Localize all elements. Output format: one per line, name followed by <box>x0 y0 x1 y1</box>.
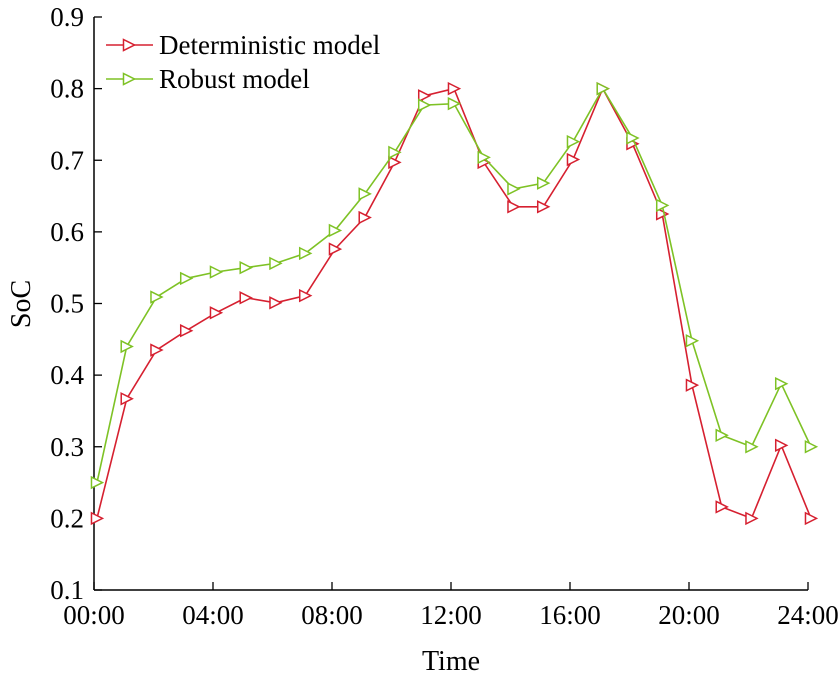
data-point-marker <box>566 134 581 149</box>
data-point-marker <box>298 288 313 303</box>
y-tick-label: 0.6 <box>50 217 84 247</box>
series-line <box>96 87 812 483</box>
data-point-marker <box>685 334 700 348</box>
data-point-marker <box>388 145 402 160</box>
data-point-marker <box>209 265 224 279</box>
x-tick-label: 08:00 <box>301 600 363 630</box>
x-tick-label: 24:00 <box>777 600 839 630</box>
data-point-marker <box>447 96 462 111</box>
x-tick-label: 04:00 <box>182 600 244 630</box>
y-tick-label: 0.4 <box>50 360 84 390</box>
data-point-marker <box>90 475 105 490</box>
data-point-marker <box>685 378 700 392</box>
legend-entry: Robust model <box>106 64 310 94</box>
data-point-marker <box>447 81 462 96</box>
data-point-marker <box>358 210 372 225</box>
data-point-marker <box>774 438 789 453</box>
y-tick-label: 0.9 <box>50 2 84 32</box>
y-tick-label: 0.2 <box>50 503 84 533</box>
data-point-marker <box>745 511 759 526</box>
legend-label: Deterministic model <box>159 30 380 60</box>
x-tick-label: 16:00 <box>539 600 601 630</box>
data-point-marker <box>328 242 343 256</box>
data-point-marker <box>150 290 164 304</box>
y-tick-label: 0.1 <box>50 575 84 605</box>
y-axis-title: SoC <box>6 280 37 328</box>
x-axis-title: Time <box>422 646 480 677</box>
legend-entry: Deterministic model <box>106 30 380 60</box>
data-point-marker <box>328 223 343 238</box>
data-point-marker <box>477 150 491 165</box>
data-point-marker <box>626 131 640 145</box>
data-point-marker <box>209 306 224 320</box>
x-tick-label: 12:00 <box>420 600 482 630</box>
y-tick-label: 0.8 <box>50 74 84 104</box>
data-point-marker <box>715 428 729 443</box>
series-line <box>96 86 812 520</box>
data-point-marker <box>179 324 194 338</box>
data-point-marker <box>596 81 610 96</box>
data-point-marker <box>269 256 283 271</box>
data-point-marker <box>745 440 759 454</box>
data-point-marker <box>804 440 819 454</box>
data-point-marker <box>90 511 105 526</box>
data-point-marker <box>536 200 551 214</box>
data-point-marker <box>507 200 521 214</box>
data-point-marker <box>120 339 134 354</box>
data-point-marker <box>150 343 164 357</box>
series-robust-model <box>90 81 819 490</box>
data-point-marker <box>655 198 670 213</box>
data-point-marker <box>655 207 670 221</box>
legend-marker <box>122 72 137 86</box>
data-point-marker <box>120 392 134 406</box>
data-point-marker <box>417 98 432 112</box>
data-point-marker <box>536 176 551 190</box>
series-deterministic-model <box>90 81 819 526</box>
legend: Deterministic model Robust model <box>106 30 380 94</box>
data-point-marker <box>239 291 253 305</box>
data-point-marker <box>715 500 729 514</box>
data-point-marker <box>239 260 253 275</box>
tick-labels: 00:00 04:00 08:00 12:00 16:00 20:00 24:00 0.1 0.… <box>50 2 839 630</box>
data-point-marker <box>179 271 194 286</box>
data-point-marker <box>358 187 372 201</box>
y-tick-label: 0.3 <box>50 432 84 462</box>
series-lines <box>90 81 819 526</box>
data-point-marker <box>804 511 819 526</box>
data-point-marker <box>388 155 402 170</box>
y-tick-label: 0.5 <box>50 289 84 319</box>
data-point-marker <box>566 152 581 167</box>
data-point-marker <box>774 377 789 391</box>
y-tick-label: 0.7 <box>50 145 84 175</box>
data-point-marker <box>298 246 313 261</box>
legend-marker <box>122 38 137 52</box>
data-point-marker <box>507 182 521 196</box>
x-tick-label: 20:00 <box>658 600 720 630</box>
data-point-marker <box>269 296 283 310</box>
legend-label: Robust model <box>159 64 310 94</box>
x-tick-label: 00:00 <box>63 600 125 630</box>
data-point-marker <box>417 89 432 103</box>
